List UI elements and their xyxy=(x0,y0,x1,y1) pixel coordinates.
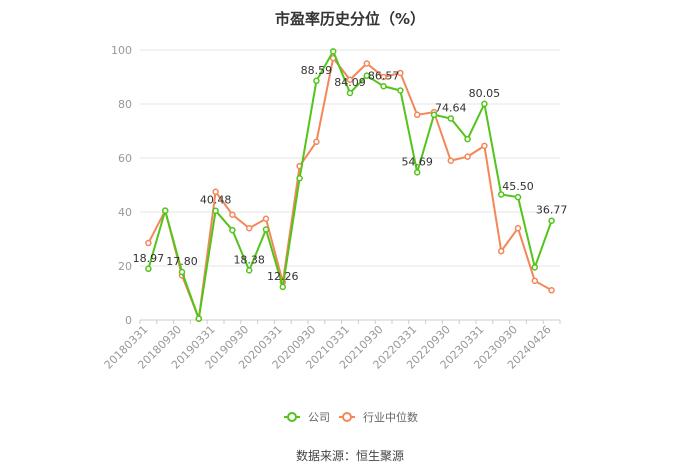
data-point xyxy=(229,226,236,234)
y-tick-label: 0 xyxy=(125,314,132,327)
data-point xyxy=(531,264,539,271)
data-point xyxy=(363,60,371,67)
data-label: 18.38 xyxy=(233,253,265,266)
data-label: 40.48 xyxy=(200,194,232,207)
data-point xyxy=(313,77,320,85)
legend[interactable]: 公司 行业中位数 xyxy=(284,410,418,424)
data-point xyxy=(296,175,303,182)
data-point xyxy=(279,283,287,291)
data-label: 45.50 xyxy=(502,180,534,193)
data-point xyxy=(212,188,219,195)
data-point xyxy=(363,72,371,79)
y-tick-label: 20 xyxy=(118,260,132,273)
data-point xyxy=(380,83,387,90)
data-point xyxy=(212,207,219,214)
data-label: 36.77 xyxy=(536,204,568,217)
data-point xyxy=(229,211,236,218)
data-point xyxy=(514,224,522,232)
x-axis: 2018033120180930201903312019093020200331… xyxy=(102,319,561,372)
data-source: 数据来源：恒生聚源 xyxy=(296,448,404,463)
data-point xyxy=(313,138,320,146)
legend-label: 行业中位数 xyxy=(363,410,418,424)
data-point xyxy=(447,157,455,164)
data-point xyxy=(397,69,404,77)
data-label: 18.97 xyxy=(133,252,165,265)
data-label: 80.05 xyxy=(469,87,501,100)
data-point xyxy=(195,315,203,322)
data-point xyxy=(178,268,186,276)
y-tick-label: 80 xyxy=(118,98,132,111)
legend-label: 公司 xyxy=(308,411,330,424)
data-point xyxy=(531,277,539,285)
data-label: 17.80 xyxy=(166,255,198,268)
data-point xyxy=(497,247,505,255)
data-point xyxy=(481,100,488,108)
data-point xyxy=(145,265,152,273)
data-point xyxy=(430,111,438,119)
data-point xyxy=(413,111,421,119)
y-tick-label: 100 xyxy=(111,44,132,57)
data-point xyxy=(548,287,555,294)
y-axis: 0 20 40 60 80 100 xyxy=(111,44,132,327)
data-point xyxy=(245,267,253,274)
data-point xyxy=(497,191,505,198)
data-label: 88.59 xyxy=(301,64,333,77)
data-point xyxy=(245,224,253,232)
data-point xyxy=(481,142,488,150)
data-point xyxy=(346,89,354,97)
data-point xyxy=(464,153,471,160)
legend-item-0[interactable]: 公司 xyxy=(284,411,330,424)
data-point xyxy=(380,73,387,81)
series-layer xyxy=(145,48,555,322)
data-label: 84.09 xyxy=(334,76,366,89)
y-tick-label: 60 xyxy=(118,152,132,165)
data-point xyxy=(145,239,152,247)
legend-swatch-marker xyxy=(287,412,297,422)
data-point xyxy=(514,193,522,201)
data-point xyxy=(329,48,337,55)
data-point xyxy=(413,169,421,176)
data-label: 86.57 xyxy=(368,69,400,82)
legend-item-1[interactable]: 行业中位数 xyxy=(339,410,418,424)
data-point xyxy=(262,215,270,222)
data-point xyxy=(161,207,169,214)
data-point xyxy=(397,87,404,94)
data-point xyxy=(548,217,555,224)
data-label: 12.26 xyxy=(267,270,299,283)
legend-swatch-marker xyxy=(342,412,352,422)
grid-lines xyxy=(140,49,560,267)
chart-title: 市盈率历史分位（%） xyxy=(275,10,425,28)
data-point xyxy=(464,135,471,143)
data-point xyxy=(346,76,354,83)
data-label: 74.64 xyxy=(435,101,467,114)
data-point xyxy=(262,226,270,233)
data-label: 54.69 xyxy=(401,155,433,168)
y-tick-label: 40 xyxy=(118,206,132,219)
data-point xyxy=(447,115,455,122)
